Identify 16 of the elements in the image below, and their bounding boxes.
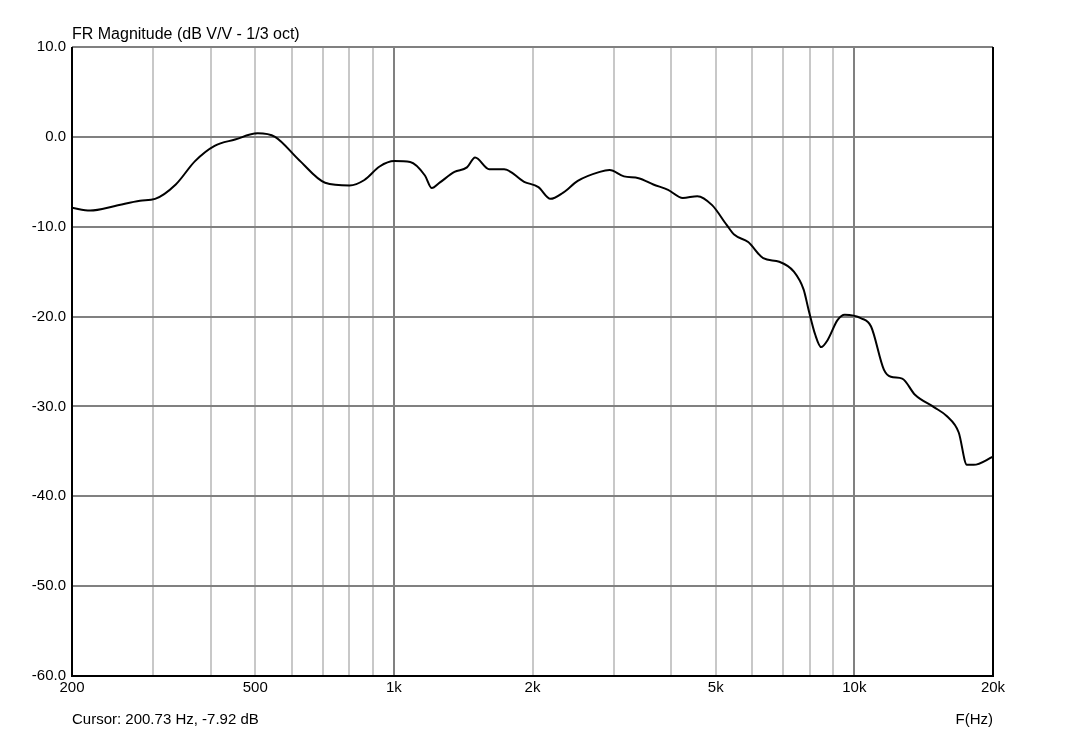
x-axis-title: F(Hz) [955, 710, 993, 727]
y-tick-label: -30.0 [31, 396, 66, 414]
x-tick-label: 2k [524, 678, 541, 696]
x-tick-label: 5k [707, 678, 725, 696]
chart-title: FR Magnitude (dB V/V - 1/3 oct) [72, 25, 300, 42]
x-tick-label: 10k [842, 678, 867, 696]
x-tick-label: 20k [980, 678, 1006, 696]
x-tick-label: 1k [385, 678, 403, 696]
y-tick-label: -10.0 [31, 216, 66, 234]
y-tick-label: -40.0 [31, 486, 66, 504]
text: Cursor: 200.73 Hz, -7.92 dB [72, 710, 259, 727]
x-tick-label: 500 [242, 678, 268, 696]
y-tick-label: -20.0 [31, 306, 66, 324]
y-tick-label: -50.0 [31, 576, 66, 594]
y-tick-label: 10.0 [36, 37, 66, 55]
y-tick-label: 0.0 [45, 127, 66, 144]
